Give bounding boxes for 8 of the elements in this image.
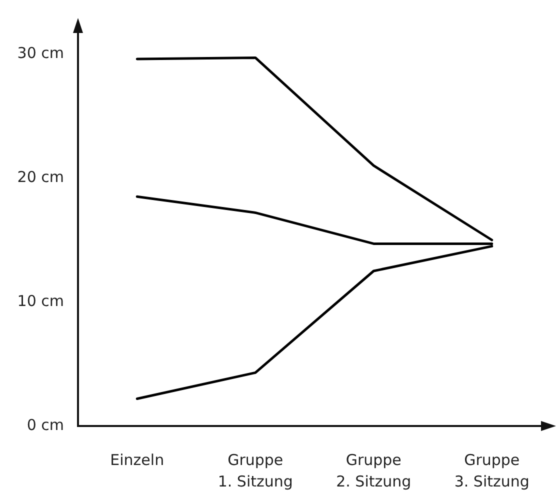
y-tick-label: 20 cm (17, 168, 64, 186)
x-tick-label: Gruppe 3. Sitzung (454, 450, 530, 491)
y-tick-label: 0 cm (26, 416, 64, 434)
y-tick-label: 10 cm (17, 292, 64, 310)
x-tick-label: Einzeln (110, 450, 164, 469)
y-tick-label: 30 cm (17, 44, 64, 62)
x-tick-label: Gruppe 1. Sitzung (218, 450, 293, 491)
x-tick-label: Gruppe 2. Sitzung (336, 450, 412, 491)
